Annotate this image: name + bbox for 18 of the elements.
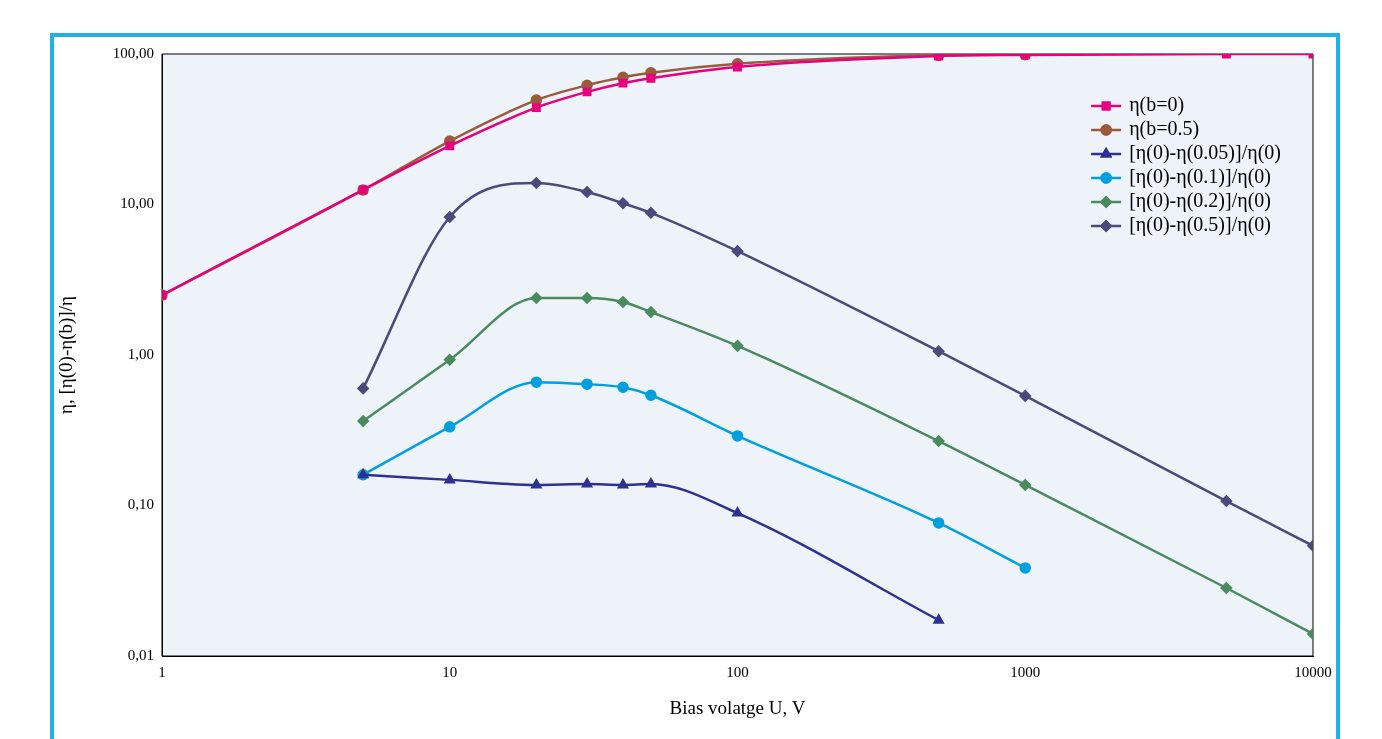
x-axis-title: Bias volatge U, V xyxy=(669,696,806,718)
legend-label: [η(0)-η(0.05)]/η(0) xyxy=(1129,141,1281,165)
legend-label: [η(0)-η(0.1)]/η(0) xyxy=(1129,165,1271,189)
x-tick-label: 10 xyxy=(442,663,458,680)
x-tick-label: 1 xyxy=(158,663,166,680)
y-tick-label: 0,10 xyxy=(127,496,154,513)
legend-label: η(b=0.5) xyxy=(1129,117,1200,141)
y-tick-label: 0,01 xyxy=(127,646,154,663)
y-tick-label: 100,00 xyxy=(112,44,154,61)
legend-label: [η(0)-η(0.2)]/η(0) xyxy=(1129,189,1271,213)
y-axis-title: η, [η(0)-η(b)]/η xyxy=(55,296,78,414)
x-tick-label: 1000 xyxy=(1010,663,1041,680)
y-tick-label: 1,00 xyxy=(127,345,154,362)
legend-label: η(b=0) xyxy=(1129,93,1185,117)
legend-label: [η(0)-η(0.5)]/η(0) xyxy=(1129,213,1271,237)
x-tick-label: 10000 xyxy=(1294,663,1332,680)
y-tick-label: 10,00 xyxy=(120,195,154,212)
x-tick-label: 100 xyxy=(726,663,749,680)
